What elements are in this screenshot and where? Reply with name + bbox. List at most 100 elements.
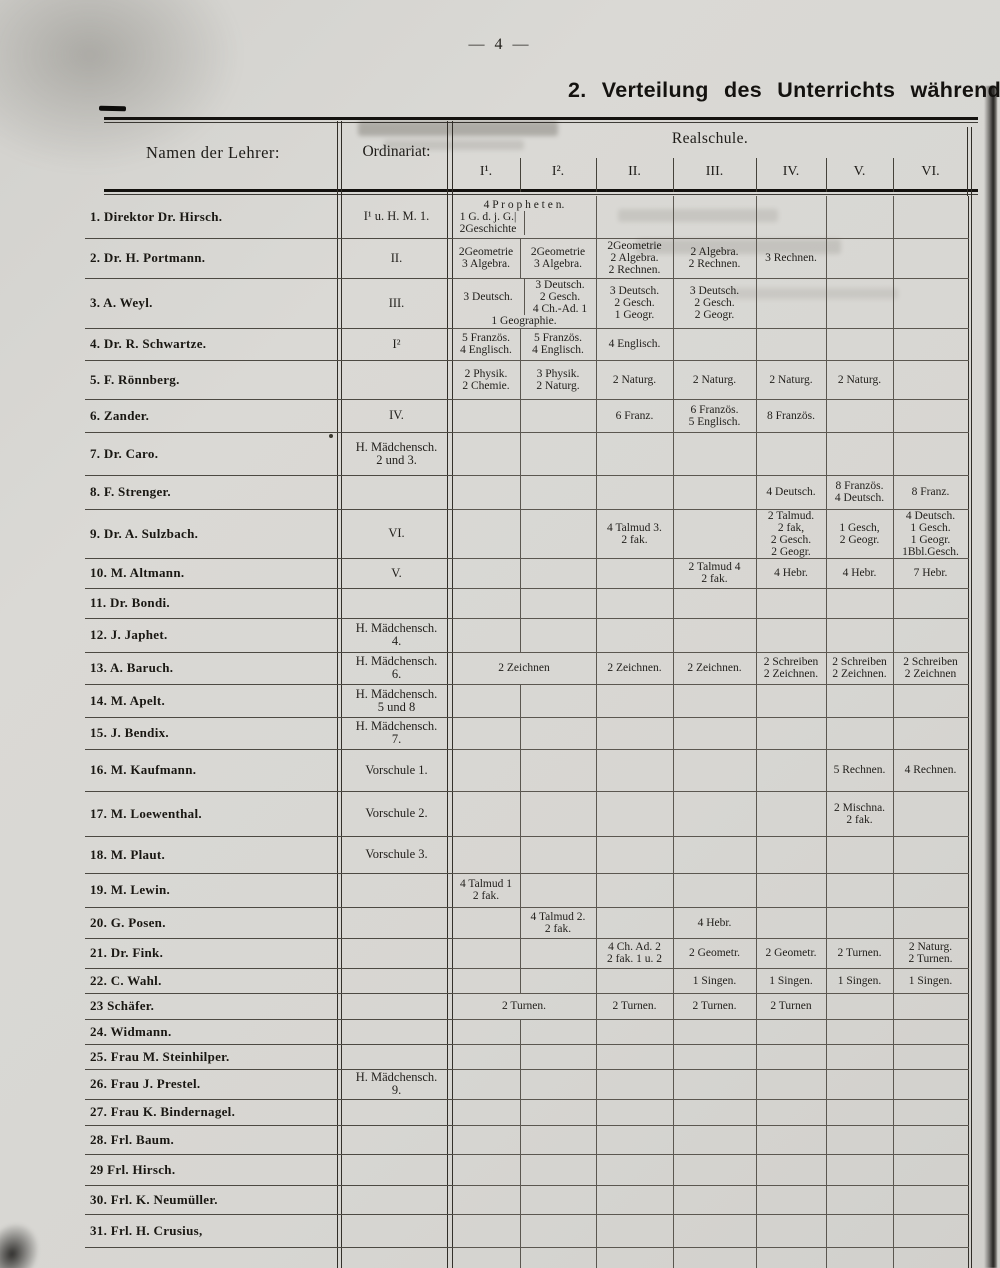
subject-cell bbox=[826, 907, 894, 939]
subject-cell bbox=[520, 684, 597, 718]
ordinariat-cell: H. Mädchensch. 6. bbox=[341, 652, 453, 685]
subject-cell bbox=[596, 684, 674, 718]
subject-cell bbox=[520, 836, 597, 874]
ordinariat-column-header: Ordinariat: bbox=[362, 143, 431, 160]
subject-cell bbox=[893, 684, 969, 718]
ordinariat-cell bbox=[341, 1214, 453, 1248]
teacher-name-cell: 16. M. Kaufmann. bbox=[85, 749, 342, 792]
subject-cell bbox=[520, 938, 597, 969]
ordinariat-cell: H. Mädchensch. 5 und 8 bbox=[341, 684, 453, 718]
subject-cell bbox=[756, 907, 827, 939]
subject-cell: 1 Singen. bbox=[893, 968, 969, 994]
subject-cell: 2Geometrie 2 Algebra. 2 Rechnen. bbox=[596, 238, 674, 279]
table-row: 25. Frau M. Steinhilper. bbox=[85, 1044, 969, 1070]
subject-cell: 2 Talmud. 2 fak, 2 Gesch. 2 Geogr. bbox=[756, 509, 827, 559]
subject-cell bbox=[893, 1044, 969, 1070]
teacher-name-cell: 10. M. Altmann. bbox=[85, 558, 342, 589]
subject-cell bbox=[756, 836, 827, 874]
teacher-name-cell: 14. M. Apelt. bbox=[85, 684, 342, 718]
subject-cell bbox=[452, 432, 521, 476]
subject-cell bbox=[596, 1185, 674, 1215]
ordinariat-cell bbox=[341, 1099, 453, 1126]
table-row: 3. A. Weyl. III. 3 Deutsch. 3 Deutsch. 2 Ges… bbox=[85, 278, 969, 329]
class-label: VI. bbox=[921, 164, 940, 179]
subject-cell bbox=[673, 196, 757, 239]
ordinariat-cell bbox=[341, 1154, 453, 1186]
subject-cell bbox=[756, 1069, 827, 1100]
subject-cell: 5 Rechnen. bbox=[826, 749, 894, 792]
subject-cell bbox=[893, 360, 969, 400]
empty-cell bbox=[520, 1247, 597, 1268]
table-row: 1. Direktor Dr. Hirsch. I¹ u. H. M. 1. 4 P… bbox=[85, 196, 969, 239]
ordinariat-cell bbox=[341, 993, 453, 1020]
table-row: 30. Frl. K. Neumüller. bbox=[85, 1185, 969, 1215]
subject-cell bbox=[520, 968, 597, 994]
ordinariat-cell: II. bbox=[341, 238, 453, 279]
page-number: — 4 — bbox=[468, 36, 532, 53]
teacher-name-cell: 28. Frl. Baum. bbox=[85, 1125, 342, 1155]
table-row: 2. Dr. H. Portmann. II. 2Geometrie 3 Algebr… bbox=[85, 238, 969, 279]
subject-cell bbox=[673, 475, 757, 510]
subject-cell bbox=[893, 328, 969, 361]
subject-cell: 2 Geometr. bbox=[673, 938, 757, 969]
ordinariat-cell: H. Mädchensch. 9. bbox=[341, 1069, 453, 1100]
subject-cell: 8 Französ. bbox=[756, 399, 827, 433]
subject-cell: 2 Turnen bbox=[756, 993, 827, 1020]
subject-cell: 2 Naturg. bbox=[596, 360, 674, 400]
ordinariat-cell bbox=[341, 1044, 453, 1070]
subject-cell bbox=[673, 717, 757, 750]
table-row: 13. A. Baruch. H. Mädchensch. 6. 2 Zeichnen… bbox=[85, 652, 969, 685]
subject-cell: 2 Naturg. 2 Turnen. bbox=[893, 938, 969, 969]
subject-cell bbox=[596, 968, 674, 994]
scan-edge-shadow bbox=[984, 86, 997, 1268]
subject-cell bbox=[893, 618, 969, 653]
subject-cell: 3 Deutsch. 2 Gesch. 1 Geogr. bbox=[596, 278, 674, 329]
subject-cell bbox=[893, 1154, 969, 1186]
teacher-name-cell: 6. Zander. bbox=[85, 399, 342, 433]
subject-cell: 2 Naturg. bbox=[826, 360, 894, 400]
subject-cell bbox=[520, 791, 597, 837]
ordinariat-cell bbox=[341, 1185, 453, 1215]
subject-cell bbox=[673, 1125, 757, 1155]
subject-cell bbox=[756, 196, 827, 239]
subject-cell bbox=[826, 1069, 894, 1100]
subject-cell bbox=[826, 1214, 894, 1248]
subject-cell: 4 Hebr. bbox=[756, 558, 827, 589]
empty-cell bbox=[596, 1247, 674, 1268]
subject-cell bbox=[596, 1125, 674, 1155]
subject-cell bbox=[596, 717, 674, 750]
empty-cell bbox=[756, 1247, 827, 1268]
subject-cell bbox=[826, 1044, 894, 1070]
subject-cell bbox=[596, 1069, 674, 1100]
table-row: 14. M. Apelt. H. Mädchensch. 5 und 8 bbox=[85, 684, 969, 718]
subject-cell bbox=[452, 968, 521, 994]
subject-cell: 2 Zeichnen bbox=[452, 652, 597, 685]
subject-cell: 4 Hebr. bbox=[673, 907, 757, 939]
class-column-headers: I¹. I². II. III. IV. V. VI. bbox=[452, 164, 968, 180]
subject-cell: 4 Talmud 2. 2 fak. bbox=[520, 907, 597, 939]
subject-cell bbox=[826, 278, 894, 329]
table-row: 6. Zander. IV. 6 Franz. 6 Französ. 5 Englisc… bbox=[85, 399, 969, 433]
ordinariat-cell bbox=[341, 588, 453, 619]
schedule-table: 1. Direktor Dr. Hirsch. I¹ u. H. M. 1. 4 P… bbox=[85, 196, 969, 1268]
table-row: 11. Dr. Bondi. bbox=[85, 588, 969, 619]
subject-cell bbox=[756, 1125, 827, 1155]
subject-cell bbox=[893, 1125, 969, 1155]
teacher-name-cell: 26. Frau J. Prestel. bbox=[85, 1069, 342, 1100]
subject-cell: 2 Turnen. bbox=[826, 938, 894, 969]
subject-cell: 2 Naturg. bbox=[756, 360, 827, 400]
subject-cell bbox=[520, 1044, 597, 1070]
teacher-name-cell: 9. Dr. A. Sulzbach. bbox=[85, 509, 342, 559]
subject-cell: 8 Französ. 4 Deutsch. bbox=[826, 475, 894, 510]
subject-cell: 4 Deutsch. 1 Gesch. 1 Geogr. 1Bbl.Gesch. bbox=[893, 509, 969, 559]
subject-cell bbox=[893, 907, 969, 939]
subject-cell bbox=[756, 1099, 827, 1126]
class-divider bbox=[673, 158, 674, 192]
subject-cell: 2 Naturg. bbox=[673, 360, 757, 400]
table-row: 4. Dr. R. Schwartze. I² 5 Französ. 4 Englis… bbox=[85, 328, 969, 361]
subject-cell: 2 Turnen. bbox=[596, 993, 674, 1020]
subject-cell bbox=[756, 749, 827, 792]
